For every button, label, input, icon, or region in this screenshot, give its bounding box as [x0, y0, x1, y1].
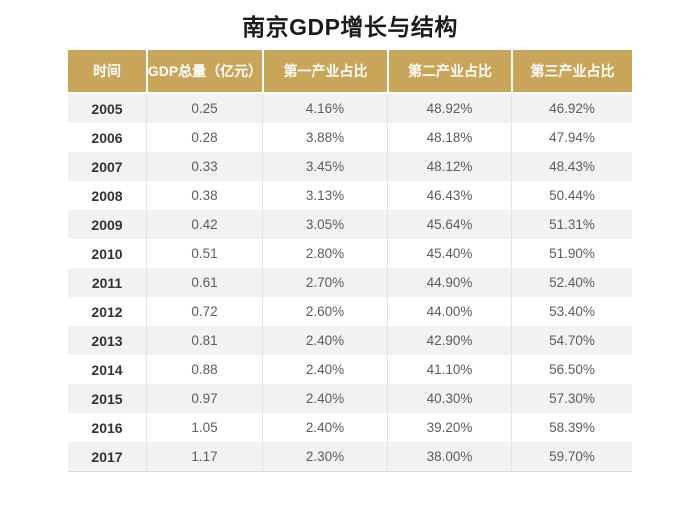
value-cell: 40.30%	[387, 384, 511, 413]
value-cell: 0.88	[146, 355, 262, 384]
value-cell: 3.05%	[262, 210, 387, 239]
year-cell: 2008	[91, 187, 123, 204]
value-cell: 48.43%	[511, 152, 632, 181]
value-cell: 0.72	[146, 297, 262, 326]
value-cell: 46.43%	[387, 181, 511, 210]
value-cell: 2.60%	[262, 297, 387, 326]
table-row: 2010 0.51 2.80% 45.40% 51.90%	[68, 239, 632, 268]
value-cell: 0.33	[146, 152, 262, 181]
value-cell: 48.18%	[387, 123, 511, 152]
value-cell: 44.00%	[387, 297, 511, 326]
value-cell: 45.64%	[387, 210, 511, 239]
value-cell: 0.28	[146, 123, 262, 152]
column-header-3: 第二产业占比	[387, 50, 511, 92]
value-cell: 50.44%	[511, 181, 632, 210]
value-cell: 2.40%	[262, 413, 387, 442]
table-row: 2013 0.81 2.40% 42.90% 54.70%	[68, 326, 632, 355]
year-cell: 2005	[91, 100, 123, 117]
value-cell: 0.25	[146, 94, 262, 123]
table-row: 2011 0.61 2.70% 44.90% 52.40%	[68, 268, 632, 297]
value-cell: 2.40%	[262, 326, 387, 355]
column-header-1: GDP总量（亿元）	[146, 50, 262, 92]
table-body: 2005 0.25 4.16% 48.92% 46.92% 2006 0.28 3.88% 48…	[68, 94, 632, 472]
value-cell: 1.05	[146, 413, 262, 442]
year-cell: 2010	[91, 245, 123, 262]
table-row: 2009 0.42 3.05% 45.64% 51.31%	[68, 210, 632, 239]
year-cell: 2016	[91, 419, 123, 436]
table-row: 2015 0.97 2.40% 40.30% 57.30%	[68, 384, 632, 413]
value-cell: 42.90%	[387, 326, 511, 355]
value-cell: 3.13%	[262, 181, 387, 210]
column-header-2: 第一产业占比	[262, 50, 387, 92]
value-cell: 58.39%	[511, 413, 632, 442]
year-cell: 2006	[91, 129, 123, 146]
value-cell: 45.40%	[387, 239, 511, 268]
year-cell: 2014	[91, 361, 123, 378]
table-row: 2005 0.25 4.16% 48.92% 46.92%	[68, 94, 632, 123]
value-cell: 2.30%	[262, 442, 387, 471]
value-cell: 54.70%	[511, 326, 632, 355]
value-cell: 0.61	[146, 268, 262, 297]
page-title: 南京GDP增长与结构	[242, 14, 458, 40]
value-cell: 38.00%	[387, 442, 511, 471]
value-cell: 3.45%	[262, 152, 387, 181]
value-cell: 0.51	[146, 239, 262, 268]
table-row: 2006 0.28 3.88% 48.18% 47.94%	[68, 123, 632, 152]
value-cell: 2.80%	[262, 239, 387, 268]
value-cell: 4.16%	[262, 94, 387, 123]
table-row: 2012 0.72 2.60% 44.00% 53.40%	[68, 297, 632, 326]
value-cell: 44.90%	[387, 268, 511, 297]
value-cell: 53.40%	[511, 297, 632, 326]
value-cell: 2.40%	[262, 355, 387, 384]
year-cell: 2015	[91, 390, 123, 407]
value-cell: 2.40%	[262, 384, 387, 413]
value-cell: 52.40%	[511, 268, 632, 297]
value-cell: 48.92%	[387, 94, 511, 123]
value-cell: 0.81	[146, 326, 262, 355]
year-cell: 2011	[91, 274, 123, 291]
value-cell: 56.50%	[511, 355, 632, 384]
gdp-table: 时间 GDP总量（亿元） 第一产业占比 第二产业占比 第三产业占比 2005 0.25 4.…	[68, 50, 632, 472]
year-cell: 2009	[91, 216, 123, 233]
value-cell: 57.30%	[511, 384, 632, 413]
column-header-0: 时间	[68, 50, 146, 92]
value-cell: 39.20%	[387, 413, 511, 442]
year-cell: 2007	[91, 158, 123, 175]
year-cell: 2013	[91, 332, 123, 349]
value-cell: 41.10%	[387, 355, 511, 384]
value-cell: 47.94%	[511, 123, 632, 152]
column-header-4: 第三产业占比	[511, 50, 632, 92]
value-cell: 46.92%	[511, 94, 632, 123]
value-cell: 51.31%	[511, 210, 632, 239]
value-cell: 2.70%	[262, 268, 387, 297]
table-header-row: 时间 GDP总量（亿元） 第一产业占比 第二产业占比 第三产业占比	[68, 50, 632, 92]
year-cell: 2017	[91, 448, 123, 465]
value-cell: 48.12%	[387, 152, 511, 181]
table-row: 2008 0.38 3.13% 46.43% 50.44%	[68, 181, 632, 210]
value-cell: 3.88%	[262, 123, 387, 152]
value-cell: 0.38	[146, 181, 262, 210]
value-cell: 51.90%	[511, 239, 632, 268]
table-row: 2014 0.88 2.40% 41.10% 56.50%	[68, 355, 632, 384]
year-cell: 2012	[91, 303, 123, 320]
page: 南京GDP增长与结构 时间 GDP总量（亿元） 第一产业占比 第二产业占比 第三产业占比…	[68, 14, 632, 472]
table-row: 2017 1.17 2.30% 38.00% 59.70%	[68, 442, 632, 471]
value-cell: 0.42	[146, 210, 262, 239]
table-row: 2007 0.33 3.45% 48.12% 48.43%	[68, 152, 632, 181]
table-row: 2016 1.05 2.40% 39.20% 58.39%	[68, 413, 632, 442]
value-cell: 59.70%	[511, 442, 632, 471]
value-cell: 0.97	[146, 384, 262, 413]
value-cell: 1.17	[146, 442, 262, 471]
